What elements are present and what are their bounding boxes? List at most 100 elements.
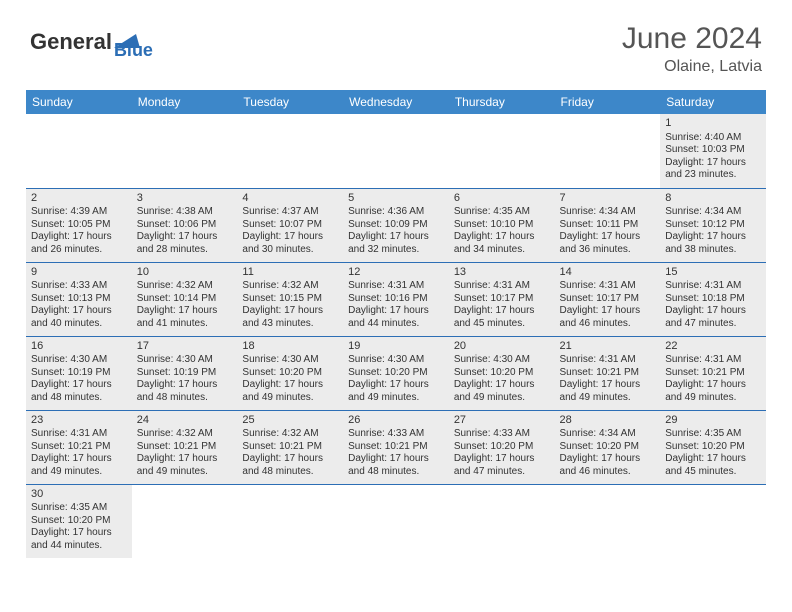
dayname-tuesday: Tuesday — [237, 90, 343, 114]
daylight-line-2: and 49 minutes. — [454, 392, 550, 405]
daylight-line-1: Daylight: 17 hours — [348, 231, 444, 244]
daylight-line-2: and 49 minutes. — [137, 466, 233, 479]
day-cell: 26Sunrise: 4:33 AMSunset: 10:21 PMDaylig… — [343, 410, 449, 484]
day-number: 23 — [31, 414, 127, 428]
dayname-saturday: Saturday — [660, 90, 766, 114]
day-cell: 29Sunrise: 4:35 AMSunset: 10:20 PMDaylig… — [660, 410, 766, 484]
day-cell — [26, 114, 132, 188]
daylight-line-2: and 44 minutes. — [348, 318, 444, 331]
sunset-line: Sunset: 10:21 PM — [31, 441, 127, 454]
day-cell: 20Sunrise: 4:30 AMSunset: 10:20 PMDaylig… — [449, 336, 555, 410]
day-number: 11 — [242, 266, 338, 280]
day-cell — [555, 484, 661, 558]
week-row: 2Sunrise: 4:39 AMSunset: 10:05 PMDayligh… — [26, 188, 766, 262]
day-cell: 15Sunrise: 4:31 AMSunset: 10:18 PMDaylig… — [660, 262, 766, 336]
sunset-line: Sunset: 10:21 PM — [348, 441, 444, 454]
day-number: 4 — [242, 192, 338, 206]
day-cell — [449, 484, 555, 558]
sunset-line: Sunset: 10:21 PM — [137, 441, 233, 454]
day-cell: 10Sunrise: 4:32 AMSunset: 10:14 PMDaylig… — [132, 262, 238, 336]
day-cell: 6Sunrise: 4:35 AMSunset: 10:10 PMDayligh… — [449, 188, 555, 262]
day-cell — [449, 114, 555, 188]
sunrise-line: Sunrise: 4:32 AM — [137, 428, 233, 441]
day-number: 22 — [665, 340, 761, 354]
day-cell: 21Sunrise: 4:31 AMSunset: 10:21 PMDaylig… — [555, 336, 661, 410]
sunset-line: Sunset: 10:03 PM — [665, 144, 761, 157]
daylight-line-2: and 43 minutes. — [242, 318, 338, 331]
day-number: 3 — [137, 192, 233, 206]
day-cell — [343, 484, 449, 558]
day-cell: 11Sunrise: 4:32 AMSunset: 10:15 PMDaylig… — [237, 262, 343, 336]
daylight-line-1: Daylight: 17 hours — [454, 453, 550, 466]
daylight-line-2: and 47 minutes. — [454, 466, 550, 479]
day-number: 12 — [348, 266, 444, 280]
sunset-line: Sunset: 10:17 PM — [454, 293, 550, 306]
daylight-line-2: and 48 minutes. — [242, 466, 338, 479]
sunset-line: Sunset: 10:12 PM — [665, 219, 761, 232]
day-cell — [237, 484, 343, 558]
daylight-line-1: Daylight: 17 hours — [137, 379, 233, 392]
sunrise-line: Sunrise: 4:34 AM — [560, 206, 656, 219]
sunrise-line: Sunrise: 4:35 AM — [31, 502, 127, 515]
daylight-line-1: Daylight: 17 hours — [137, 453, 233, 466]
day-cell: 9Sunrise: 4:33 AMSunset: 10:13 PMDayligh… — [26, 262, 132, 336]
sunrise-line: Sunrise: 4:31 AM — [348, 280, 444, 293]
day-number: 1 — [665, 117, 761, 131]
sunrise-line: Sunrise: 4:31 AM — [560, 280, 656, 293]
daylight-line-1: Daylight: 17 hours — [348, 453, 444, 466]
day-cell: 14Sunrise: 4:31 AMSunset: 10:17 PMDaylig… — [555, 262, 661, 336]
sunset-line: Sunset: 10:06 PM — [137, 219, 233, 232]
daylight-line-2: and 30 minutes. — [242, 244, 338, 257]
sunrise-line: Sunrise: 4:31 AM — [665, 280, 761, 293]
day-number: 29 — [665, 414, 761, 428]
sunrise-line: Sunrise: 4:31 AM — [454, 280, 550, 293]
day-cell: 3Sunrise: 4:38 AMSunset: 10:06 PMDayligh… — [132, 188, 238, 262]
day-number: 27 — [454, 414, 550, 428]
daylight-line-1: Daylight: 17 hours — [242, 379, 338, 392]
day-cell: 5Sunrise: 4:36 AMSunset: 10:09 PMDayligh… — [343, 188, 449, 262]
day-cell: 19Sunrise: 4:30 AMSunset: 10:20 PMDaylig… — [343, 336, 449, 410]
daylight-line-1: Daylight: 17 hours — [348, 305, 444, 318]
day-number: 15 — [665, 266, 761, 280]
daylight-line-1: Daylight: 17 hours — [665, 379, 761, 392]
dayname-row: Sunday Monday Tuesday Wednesday Thursday… — [26, 90, 766, 114]
sunset-line: Sunset: 10:20 PM — [31, 515, 127, 528]
daylight-line-1: Daylight: 17 hours — [665, 157, 761, 170]
sunrise-line: Sunrise: 4:30 AM — [242, 354, 338, 367]
week-row: 30Sunrise: 4:35 AMSunset: 10:20 PMDaylig… — [26, 484, 766, 558]
calendar-table: Sunday Monday Tuesday Wednesday Thursday… — [26, 90, 766, 558]
day-number: 20 — [454, 340, 550, 354]
sunset-line: Sunset: 10:20 PM — [242, 367, 338, 380]
sunrise-line: Sunrise: 4:32 AM — [242, 428, 338, 441]
day-cell: 8Sunrise: 4:34 AMSunset: 10:12 PMDayligh… — [660, 188, 766, 262]
day-number: 10 — [137, 266, 233, 280]
week-row: 16Sunrise: 4:30 AMSunset: 10:19 PMDaylig… — [26, 336, 766, 410]
sunset-line: Sunset: 10:21 PM — [665, 367, 761, 380]
daylight-line-2: and 49 minutes. — [560, 392, 656, 405]
sunset-line: Sunset: 10:20 PM — [665, 441, 761, 454]
daylight-line-2: and 34 minutes. — [454, 244, 550, 257]
sunrise-line: Sunrise: 4:33 AM — [454, 428, 550, 441]
day-number: 26 — [348, 414, 444, 428]
daylight-line-1: Daylight: 17 hours — [137, 305, 233, 318]
daylight-line-1: Daylight: 17 hours — [242, 453, 338, 466]
day-number: 6 — [454, 192, 550, 206]
daylight-line-1: Daylight: 17 hours — [454, 231, 550, 244]
daylight-line-1: Daylight: 17 hours — [665, 231, 761, 244]
day-number: 30 — [31, 488, 127, 502]
sunrise-line: Sunrise: 4:39 AM — [31, 206, 127, 219]
sunrise-line: Sunrise: 4:36 AM — [348, 206, 444, 219]
daylight-line-2: and 36 minutes. — [560, 244, 656, 257]
day-cell: 30Sunrise: 4:35 AMSunset: 10:20 PMDaylig… — [26, 484, 132, 558]
daylight-line-1: Daylight: 17 hours — [665, 453, 761, 466]
sunrise-line: Sunrise: 4:31 AM — [31, 428, 127, 441]
daylight-line-2: and 40 minutes. — [31, 318, 127, 331]
daylight-line-2: and 47 minutes. — [665, 318, 761, 331]
sunrise-line: Sunrise: 4:30 AM — [454, 354, 550, 367]
sunrise-line: Sunrise: 4:32 AM — [242, 280, 338, 293]
daylight-line-1: Daylight: 17 hours — [560, 379, 656, 392]
sunset-line: Sunset: 10:20 PM — [560, 441, 656, 454]
day-cell — [555, 114, 661, 188]
day-number: 16 — [31, 340, 127, 354]
day-number: 28 — [560, 414, 656, 428]
